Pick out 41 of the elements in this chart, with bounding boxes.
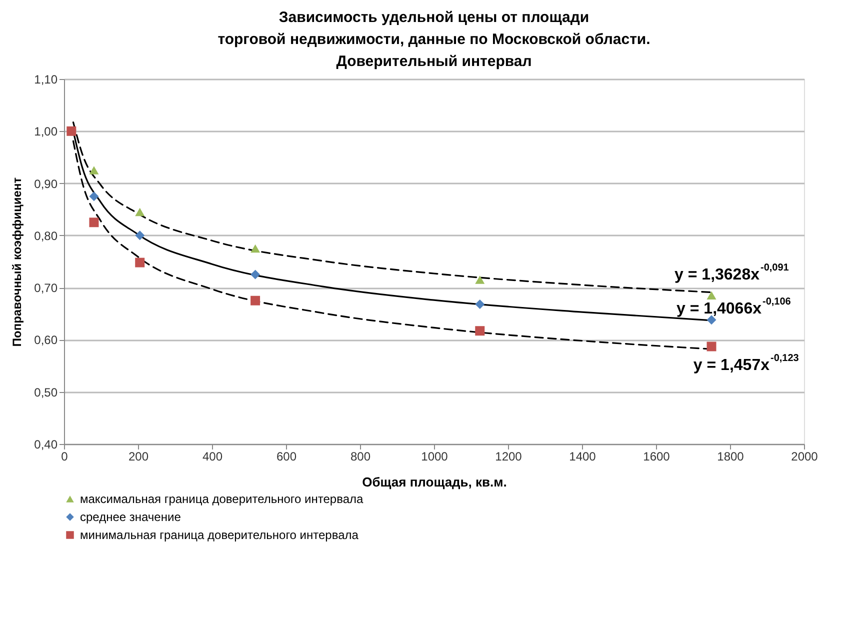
point [89, 166, 99, 174]
point [89, 218, 99, 228]
x-tick-label: 1600 [643, 450, 670, 464]
legend-label: минимальная граница доверительного интервала [80, 528, 359, 542]
x-tick-label: 1400 [569, 450, 596, 464]
y-tick-label: 0,80 [34, 228, 58, 243]
point [706, 291, 716, 300]
x-tick-label: 600 [276, 450, 297, 464]
point [66, 126, 76, 136]
x-tick-label: 1000 [421, 450, 448, 464]
point [135, 208, 145, 216]
legend-label: максимальная граница доверительного интервала [80, 492, 364, 506]
y-tick-label: 1,00 [34, 124, 58, 139]
x-tick-label: 1200 [495, 450, 522, 464]
point [135, 230, 145, 240]
y-tick-label: 0,60 [34, 333, 58, 348]
point [135, 258, 145, 268]
point [250, 270, 260, 280]
x-axis-title: Общая площадь, кв.м. [362, 474, 507, 490]
y-tick-label: 1,10 [34, 72, 58, 86]
y-axis-title: Поправочный коэффициент [10, 177, 24, 347]
x-tick-label: 800 [350, 450, 371, 464]
point [475, 326, 485, 336]
legend-label: среднее значение [80, 510, 182, 524]
y-tick-label: 0,90 [34, 176, 58, 191]
y-tick-label: 0,40 [34, 438, 58, 452]
point [89, 192, 99, 202]
point [475, 276, 485, 284]
point [706, 315, 716, 325]
x-tick-label: 2000 [791, 450, 818, 464]
y-tick-label: 0,50 [34, 385, 58, 400]
x-tick-label: 200 [128, 450, 149, 464]
point [250, 244, 260, 253]
chart-title: Зависимость удельной цены от площади торговой недвижимости, данные по Московской области. Доверительный интервал [218, 9, 650, 70]
point [475, 300, 485, 309]
x-tick-label: 0 [61, 450, 68, 464]
x-tick-label: 400 [202, 450, 223, 464]
point [250, 296, 260, 306]
x-tick-label: 1800 [717, 450, 744, 464]
point [706, 342, 716, 352]
y-tick-label: 0,70 [34, 281, 58, 296]
